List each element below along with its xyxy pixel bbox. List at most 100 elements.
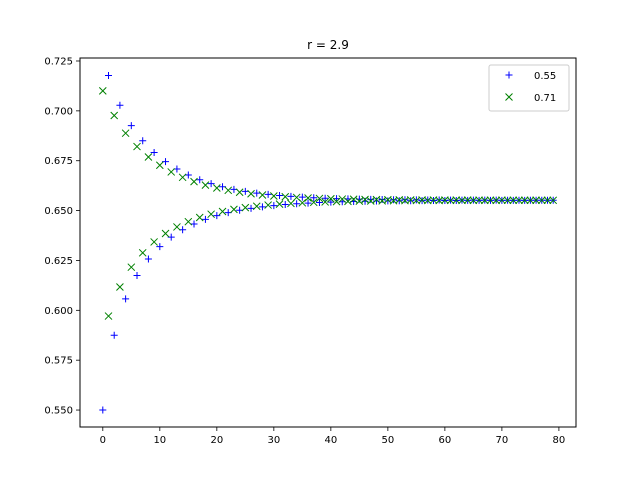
x-tick-label: 0 bbox=[100, 435, 106, 446]
data-point bbox=[98, 87, 107, 95]
y-tick-label: 0.700 bbox=[44, 106, 73, 117]
x-tick-label: 80 bbox=[553, 435, 566, 446]
data-point bbox=[156, 243, 164, 251]
series-0.55 bbox=[99, 71, 557, 414]
x-tick-label: 30 bbox=[267, 435, 280, 446]
legend: 0.55 0.71 bbox=[488, 64, 570, 112]
legend-marker bbox=[505, 93, 513, 101]
data-point bbox=[498, 196, 506, 205]
data-point bbox=[276, 192, 284, 200]
data-point bbox=[520, 196, 529, 205]
data-point bbox=[492, 196, 501, 205]
data-point bbox=[116, 283, 124, 291]
data-point bbox=[355, 197, 364, 206]
data-point bbox=[378, 196, 386, 204]
data-point bbox=[110, 331, 118, 339]
data-point bbox=[116, 101, 124, 109]
data-point bbox=[315, 194, 324, 203]
x-tick-label: 60 bbox=[439, 435, 452, 446]
legend-label: 0.71 bbox=[534, 93, 556, 104]
series-0.71 bbox=[98, 87, 558, 320]
y-tick-label: 0.650 bbox=[44, 206, 73, 217]
data-point bbox=[213, 212, 221, 220]
data-point bbox=[104, 312, 113, 320]
plot-frame bbox=[79, 57, 577, 428]
data-point bbox=[201, 215, 209, 223]
data-point bbox=[133, 272, 141, 280]
data-point bbox=[361, 195, 369, 204]
data-point bbox=[252, 202, 261, 211]
data-point bbox=[190, 220, 198, 228]
data-point bbox=[121, 129, 130, 138]
legend-box bbox=[488, 64, 570, 112]
data-point bbox=[212, 184, 221, 192]
legend-marker bbox=[505, 71, 513, 79]
data-point bbox=[486, 196, 495, 205]
data-point bbox=[509, 196, 518, 205]
data-point bbox=[304, 199, 312, 207]
data-point bbox=[184, 217, 193, 226]
data-point bbox=[287, 199, 295, 208]
data-point bbox=[258, 203, 266, 211]
data-point bbox=[549, 196, 558, 205]
data-point bbox=[161, 229, 170, 238]
data-point bbox=[105, 71, 113, 79]
data-point bbox=[150, 238, 158, 246]
data-point bbox=[315, 199, 323, 207]
data-point bbox=[99, 406, 107, 414]
chart-title: r = 2.9 bbox=[307, 38, 349, 52]
data-point bbox=[349, 195, 358, 204]
data-point bbox=[537, 196, 546, 205]
data-point bbox=[480, 196, 489, 205]
data-point bbox=[281, 192, 290, 201]
data-point bbox=[133, 142, 141, 151]
data-point bbox=[139, 137, 147, 145]
data-point bbox=[446, 196, 455, 205]
data-point bbox=[195, 213, 204, 222]
data-point bbox=[344, 197, 352, 206]
y-tick-label: 0.575 bbox=[44, 356, 73, 367]
data-point bbox=[264, 190, 272, 198]
data-point bbox=[310, 194, 318, 202]
data-point bbox=[138, 248, 147, 257]
y-tick-label: 0.550 bbox=[44, 406, 73, 417]
data-point bbox=[253, 189, 261, 197]
data-point bbox=[247, 189, 255, 198]
data-point bbox=[269, 192, 278, 200]
data-point bbox=[463, 196, 472, 205]
y-tick-label: 0.725 bbox=[44, 56, 73, 67]
data-point bbox=[281, 201, 289, 209]
data-point bbox=[190, 177, 198, 186]
x-tick-label: 20 bbox=[210, 435, 223, 446]
x-tick-label: 40 bbox=[324, 435, 337, 446]
data-point bbox=[207, 180, 215, 188]
data-point bbox=[127, 263, 136, 272]
data-point bbox=[407, 197, 415, 205]
data-point bbox=[247, 204, 255, 212]
data-point bbox=[338, 195, 347, 203]
data-point bbox=[366, 197, 375, 205]
x-axis: 0 10 20 30 40 50 60 70 80 bbox=[100, 427, 566, 446]
data-point bbox=[173, 223, 181, 231]
data-point bbox=[452, 196, 461, 204]
data-point bbox=[258, 191, 267, 199]
data-point bbox=[264, 201, 272, 209]
data-point bbox=[515, 196, 523, 205]
data-point bbox=[526, 196, 535, 205]
data-point bbox=[144, 153, 153, 161]
data-point bbox=[304, 194, 312, 202]
data-point bbox=[155, 161, 164, 170]
data-point bbox=[321, 194, 329, 202]
data-point bbox=[184, 171, 192, 179]
x-tick-label: 70 bbox=[496, 435, 509, 446]
data-point bbox=[395, 197, 403, 205]
series-layer bbox=[98, 71, 558, 414]
data-point bbox=[127, 122, 135, 130]
data-point bbox=[178, 173, 187, 182]
y-axis: 0.550 0.575 0.600 0.625 0.650 0.675 0.700 0.725 bbox=[44, 56, 80, 417]
data-point bbox=[332, 197, 341, 206]
data-point bbox=[224, 186, 233, 195]
legend-label: 0.55 bbox=[534, 71, 556, 82]
data-point bbox=[532, 196, 540, 205]
